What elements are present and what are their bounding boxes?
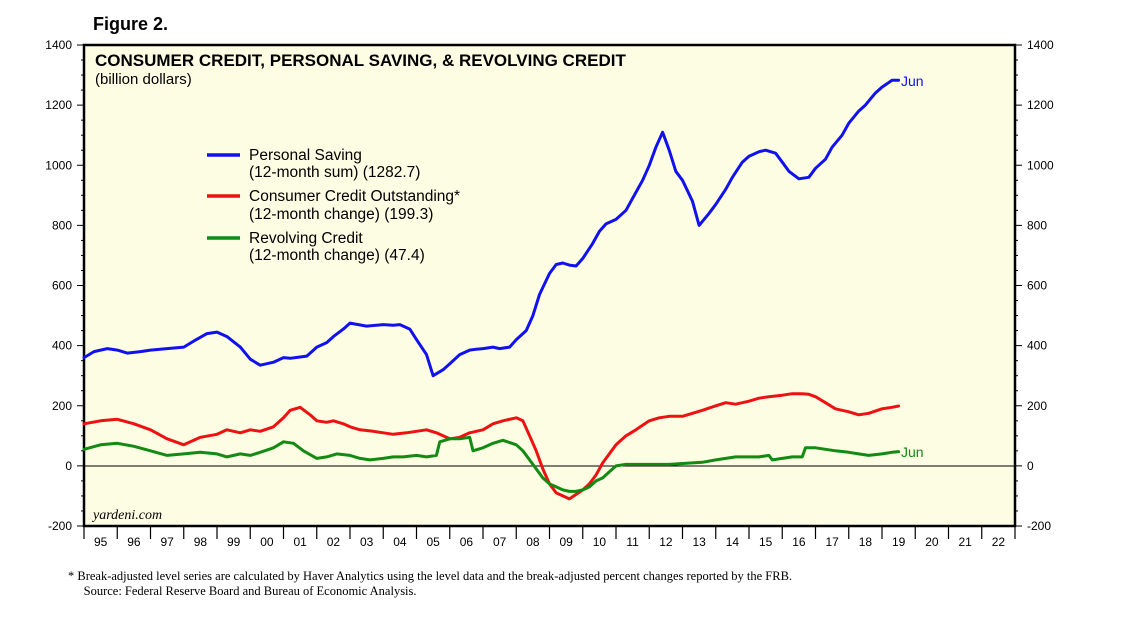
y-tick-label-left: 1000 xyxy=(45,158,72,172)
chart-subtitle: (billion dollars) xyxy=(95,71,192,88)
legend-label-saving-1: Personal Saving xyxy=(249,147,362,164)
y-tick-label-left: 800 xyxy=(52,218,72,232)
plot-area xyxy=(82,43,1017,528)
x-tick-label: 09 xyxy=(559,535,573,549)
y-tick-label-right: 200 xyxy=(1027,399,1047,413)
y-tick-label-right: 1200 xyxy=(1027,98,1054,112)
legend: Personal Saving (12-month sum) (1282.7) … xyxy=(207,147,460,264)
x-tick-label: 07 xyxy=(493,535,507,549)
y-tick-label-right: 600 xyxy=(1027,279,1047,293)
chart-title: CONSUMER CREDIT, PERSONAL SAVING, & REVO… xyxy=(95,51,626,70)
consumer-credit-line xyxy=(82,392,901,501)
revolving-end-label: Jun xyxy=(901,444,924,460)
x-tick-label: 98 xyxy=(194,535,208,549)
y-tick-label-right: 1400 xyxy=(1027,38,1054,52)
x-axis: 95 96 97 98 99 00 01 02 03 04 05 06 07 08 09 10 11 12 13 14… xyxy=(83,526,1016,549)
footnote-2: Source: Federal Reserve Board and Bureau… xyxy=(68,584,417,598)
x-tick-label: 99 xyxy=(227,535,241,549)
x-tick-label: 03 xyxy=(360,535,374,549)
x-tick-label: 20 xyxy=(925,535,939,549)
y-tick-label-right: 400 xyxy=(1027,339,1047,353)
y-tick-label-left: 1400 xyxy=(45,38,72,52)
x-tick-label: 13 xyxy=(692,535,706,549)
legend-label-credit-2: (12-month change) (199.3) xyxy=(249,206,433,223)
x-tick-label: 01 xyxy=(293,535,307,549)
legend-label-saving-2: (12-month sum) (1282.7) xyxy=(249,164,420,181)
y-tick-label-left: -200 xyxy=(48,519,72,533)
x-tick-label: 04 xyxy=(393,535,407,549)
legend-label-revolving-2: (12-month change) (47.4) xyxy=(249,247,425,264)
x-tick-label: 96 xyxy=(127,535,141,549)
revolving-credit-line xyxy=(82,435,901,493)
series-layer xyxy=(82,78,901,501)
x-tick-label: 15 xyxy=(759,535,773,549)
x-tick-label: 11 xyxy=(626,535,639,549)
x-tick-label: 19 xyxy=(892,535,906,549)
saving-line xyxy=(82,78,901,378)
x-tick-label: 22 xyxy=(992,535,1006,549)
watermark: yardeni.com xyxy=(91,508,162,523)
y-tick-label-left: 600 xyxy=(52,279,72,293)
y-tick-label-right: 1000 xyxy=(1027,158,1054,172)
x-tick-label: 18 xyxy=(859,535,873,549)
x-tick-label: 02 xyxy=(327,535,341,549)
y-tick-label-right: 800 xyxy=(1027,218,1047,232)
y-tick-label-left: 0 xyxy=(65,459,72,473)
y-tick-label-right: 0 xyxy=(1027,459,1034,473)
x-tick-label: 06 xyxy=(460,535,474,549)
x-tick-label: 08 xyxy=(526,535,540,549)
y-tick-label-left: 400 xyxy=(52,339,72,353)
x-tick-label: 16 xyxy=(792,535,806,549)
x-tick-label: 14 xyxy=(726,535,740,549)
left-y-axis: -200 0 200 400 600 800 1000 1200 1400 xyxy=(45,38,84,533)
x-tick-label: 05 xyxy=(426,535,440,549)
footnote-1: * Break-adjusted level series are calcul… xyxy=(68,569,792,583)
y-tick-label-left: 1200 xyxy=(45,98,72,112)
x-tick-label: 12 xyxy=(659,535,673,549)
y-tick-label-left: 200 xyxy=(52,399,72,413)
figure-label: Figure 2. xyxy=(93,14,168,34)
y-tick-label-right: -200 xyxy=(1027,519,1051,533)
x-tick-label: 95 xyxy=(94,535,108,549)
legend-label-revolving-1: Revolving Credit xyxy=(249,230,363,247)
x-tick-label: 00 xyxy=(260,535,274,549)
saving-end-label: Jun xyxy=(901,73,924,89)
x-tick-label: 17 xyxy=(825,535,839,549)
legend-label-credit-1: Consumer Credit Outstanding* xyxy=(249,188,460,205)
x-tick-label: 21 xyxy=(958,535,972,549)
x-tick-label: 97 xyxy=(160,535,174,549)
right-y-axis: -200 0 200 400 600 800 1000 1200 1400 xyxy=(1015,38,1054,533)
x-tick-label: 10 xyxy=(593,535,607,549)
